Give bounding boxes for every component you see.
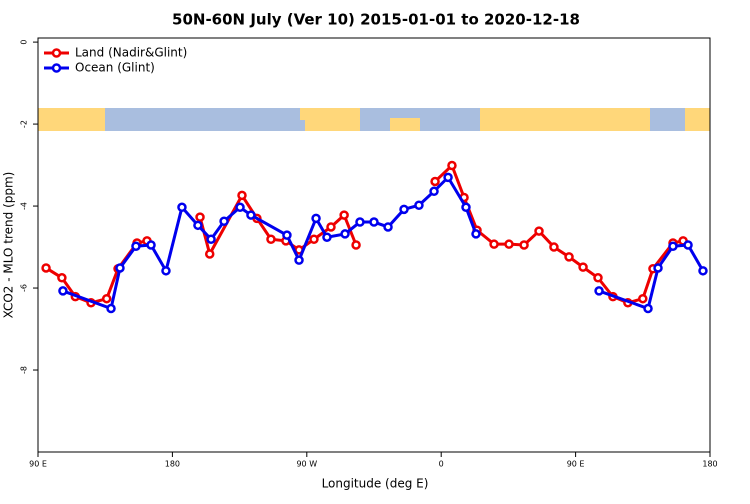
point <box>204 249 215 259</box>
point <box>534 226 544 236</box>
x-tick-label: 90 E <box>567 460 585 469</box>
legend-label: Ocean (Glint) <box>75 61 155 75</box>
point <box>638 293 648 304</box>
point <box>383 222 393 232</box>
point <box>443 172 453 183</box>
point <box>489 239 499 249</box>
x-axis-label: Longitude (deg E) <box>322 477 429 491</box>
x-tick-label: 180 <box>702 460 717 469</box>
y-tick-label: -6 <box>20 284 29 292</box>
point <box>399 204 409 215</box>
legend-swatch-marker <box>51 63 62 73</box>
point <box>58 286 68 296</box>
point <box>206 234 216 245</box>
point <box>578 262 588 272</box>
y-tick-label: -4 <box>20 202 29 210</box>
point <box>101 293 112 304</box>
point <box>57 273 67 283</box>
point <box>161 266 171 276</box>
y-tick-label: 0 <box>20 40 29 45</box>
point <box>698 266 708 276</box>
point <box>429 186 439 197</box>
point <box>564 252 574 262</box>
point <box>471 229 481 239</box>
point <box>430 176 440 187</box>
point <box>549 242 559 252</box>
x-tick-label: 0 <box>439 460 444 469</box>
point <box>195 212 205 222</box>
point <box>339 210 349 220</box>
point <box>146 240 156 250</box>
point <box>282 230 292 240</box>
point <box>177 202 187 213</box>
y-tick-label: -8 <box>20 366 29 374</box>
point <box>193 220 203 231</box>
point <box>414 200 424 210</box>
point <box>326 222 336 232</box>
point <box>447 160 457 171</box>
point <box>311 213 321 224</box>
point <box>351 240 361 250</box>
y-axis-label: XCO2 - MLO trend (ppm) <box>2 172 16 319</box>
point <box>340 229 350 239</box>
point <box>246 210 256 220</box>
point <box>219 216 229 226</box>
legend-swatch-marker <box>51 48 62 58</box>
point <box>235 202 245 213</box>
point <box>106 303 116 314</box>
x-tick-label: 90 W <box>296 460 317 469</box>
y-tick-label: -2 <box>20 120 29 128</box>
point <box>294 255 304 265</box>
point <box>643 303 653 314</box>
x-tick-label: 180 <box>165 460 180 469</box>
point <box>594 286 604 296</box>
x-tick-label: 90 E <box>29 460 47 469</box>
point <box>355 217 365 227</box>
legend-label: Land (Nadir&Glint) <box>75 46 187 60</box>
point <box>266 234 276 245</box>
point <box>369 217 379 227</box>
point <box>668 241 678 251</box>
point <box>593 273 603 283</box>
point <box>653 263 663 273</box>
point <box>309 234 319 245</box>
point <box>683 240 693 250</box>
point <box>519 240 529 250</box>
map-strip <box>38 108 710 131</box>
point <box>461 202 471 213</box>
point <box>131 241 141 251</box>
chart-title: 50N-60N July (Ver 10) 2015-01-01 to 2020… <box>172 11 580 29</box>
point <box>322 232 332 242</box>
series-line <box>45 162 684 305</box>
point <box>504 239 514 249</box>
plot-frame <box>37 37 711 453</box>
point <box>41 263 51 273</box>
point <box>237 190 247 201</box>
point <box>115 263 125 273</box>
